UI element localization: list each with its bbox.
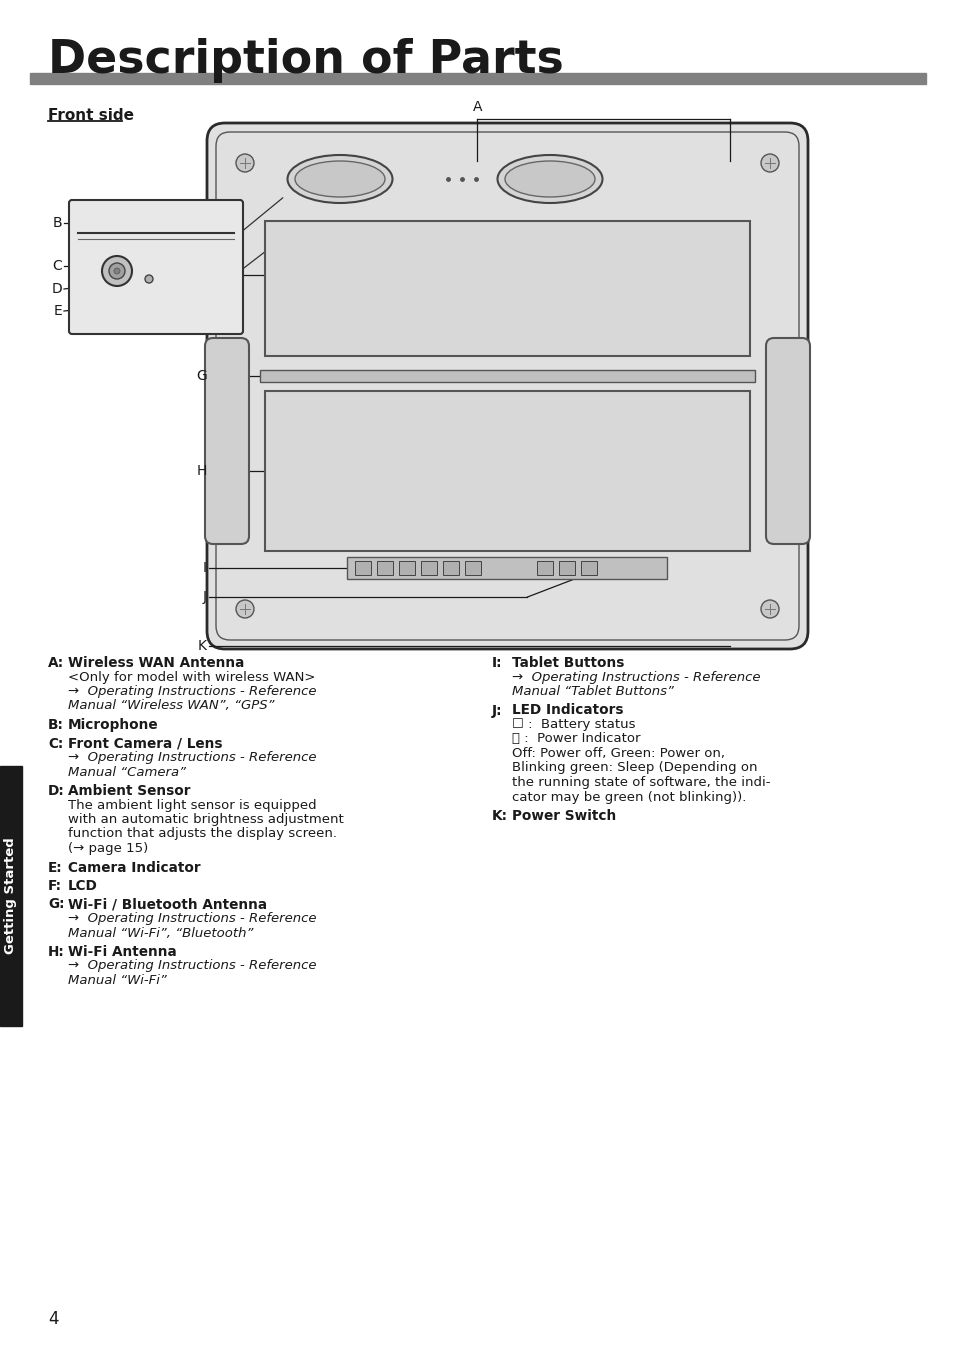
Bar: [581, 561, 597, 575]
FancyBboxPatch shape: [207, 123, 807, 650]
Text: Front side: Front side: [48, 108, 133, 123]
Text: Wireless WAN Antenna: Wireless WAN Antenna: [68, 656, 244, 670]
Bar: [399, 561, 416, 575]
Text: E: E: [53, 304, 62, 319]
Circle shape: [109, 263, 125, 279]
Text: C: C: [52, 259, 62, 273]
Text: Description of Parts: Description of Parts: [48, 38, 563, 83]
Text: D:: D:: [48, 784, 65, 797]
Text: J: J: [203, 590, 207, 603]
Text: H: H: [196, 464, 207, 479]
Text: F:: F:: [48, 879, 62, 894]
Ellipse shape: [497, 155, 602, 203]
Text: The ambient light sensor is equipped: The ambient light sensor is equipped: [68, 799, 316, 811]
Text: cator may be green (not blinking)).: cator may be green (not blinking)).: [512, 791, 745, 804]
FancyBboxPatch shape: [765, 338, 809, 544]
Text: H:: H:: [48, 945, 65, 959]
Text: J:: J:: [492, 704, 502, 717]
Text: →  Operating Instructions - Reference: → Operating Instructions - Reference: [68, 960, 316, 972]
Text: ☐ :  Battery status: ☐ : Battery status: [512, 717, 635, 731]
Text: Manual “Camera”: Manual “Camera”: [68, 766, 186, 778]
Bar: [30, 73, 925, 84]
Text: Manual “Wi-Fi”: Manual “Wi-Fi”: [68, 974, 167, 987]
Text: C:: C:: [48, 736, 63, 750]
FancyBboxPatch shape: [205, 338, 249, 544]
Ellipse shape: [294, 161, 385, 197]
Bar: [558, 561, 575, 575]
Circle shape: [760, 599, 779, 618]
Text: Off: Power off, Green: Power on,: Off: Power off, Green: Power on,: [512, 747, 724, 759]
Text: LED Indicators: LED Indicators: [512, 704, 623, 717]
Bar: [347, 557, 667, 579]
Text: Wi-Fi Antenna: Wi-Fi Antenna: [68, 945, 176, 959]
Text: Tablet Buttons: Tablet Buttons: [512, 656, 623, 670]
Text: Manual “Wi-Fi”, “Bluetooth”: Manual “Wi-Fi”, “Bluetooth”: [68, 926, 253, 940]
Bar: [421, 561, 437, 575]
Text: Power Switch: Power Switch: [512, 810, 616, 823]
Bar: [265, 221, 749, 357]
Text: the running state of software, the indi-: the running state of software, the indi-: [512, 776, 770, 789]
Circle shape: [235, 599, 253, 618]
Text: (→ page 15): (→ page 15): [68, 842, 148, 856]
Text: B:: B:: [48, 717, 64, 732]
Text: →  Operating Instructions - Reference: → Operating Instructions - Reference: [512, 670, 760, 683]
Text: Manual “Tablet Buttons”: Manual “Tablet Buttons”: [512, 685, 673, 698]
Bar: [265, 391, 749, 551]
Text: K: K: [198, 639, 207, 654]
Text: Blinking green: Sleep (Depending on: Blinking green: Sleep (Depending on: [512, 762, 757, 774]
Text: Wi-Fi / Bluetooth Antenna: Wi-Fi / Bluetooth Antenna: [68, 898, 267, 911]
Text: Manual “Wireless WAN”, “GPS”: Manual “Wireless WAN”, “GPS”: [68, 700, 274, 712]
Bar: [0, 766, 22, 1026]
Text: A:: A:: [48, 656, 64, 670]
Text: Getting Started: Getting Started: [5, 838, 17, 955]
Text: I:: I:: [492, 656, 502, 670]
Circle shape: [760, 155, 779, 172]
Circle shape: [145, 275, 152, 283]
Text: <Only for model with wireless WAN>: <Only for model with wireless WAN>: [68, 670, 315, 683]
Bar: [260, 370, 754, 382]
Bar: [443, 561, 459, 575]
Text: →  Operating Instructions - Reference: → Operating Instructions - Reference: [68, 913, 316, 925]
Ellipse shape: [287, 155, 392, 203]
Text: Microphone: Microphone: [68, 717, 158, 732]
Ellipse shape: [504, 161, 595, 197]
Text: →  Operating Instructions - Reference: → Operating Instructions - Reference: [68, 685, 316, 698]
Text: G:: G:: [48, 898, 65, 911]
Bar: [355, 561, 371, 575]
Text: function that adjusts the display screen.: function that adjusts the display screen…: [68, 827, 336, 841]
Text: ⓘ :  Power Indicator: ⓘ : Power Indicator: [512, 732, 639, 746]
Bar: [377, 561, 393, 575]
Text: F: F: [199, 268, 207, 282]
Text: A: A: [473, 100, 482, 114]
Text: Camera Indicator: Camera Indicator: [68, 861, 200, 875]
Circle shape: [235, 155, 253, 172]
Circle shape: [102, 256, 132, 286]
Bar: [537, 561, 553, 575]
Text: G: G: [196, 369, 207, 382]
FancyBboxPatch shape: [69, 199, 243, 334]
Text: E:: E:: [48, 861, 63, 875]
Text: B: B: [52, 216, 62, 231]
Text: with an automatic brightness adjustment: with an automatic brightness adjustment: [68, 814, 343, 826]
Text: I: I: [203, 561, 207, 575]
Text: Front Camera / Lens: Front Camera / Lens: [68, 736, 222, 750]
Text: 4: 4: [48, 1310, 58, 1328]
Text: K:: K:: [492, 810, 507, 823]
Text: LCD: LCD: [68, 879, 98, 894]
Text: Ambient Sensor: Ambient Sensor: [68, 784, 191, 797]
Circle shape: [113, 268, 120, 274]
Text: →  Operating Instructions - Reference: → Operating Instructions - Reference: [68, 751, 316, 763]
Bar: [465, 561, 481, 575]
Text: D: D: [51, 282, 62, 296]
